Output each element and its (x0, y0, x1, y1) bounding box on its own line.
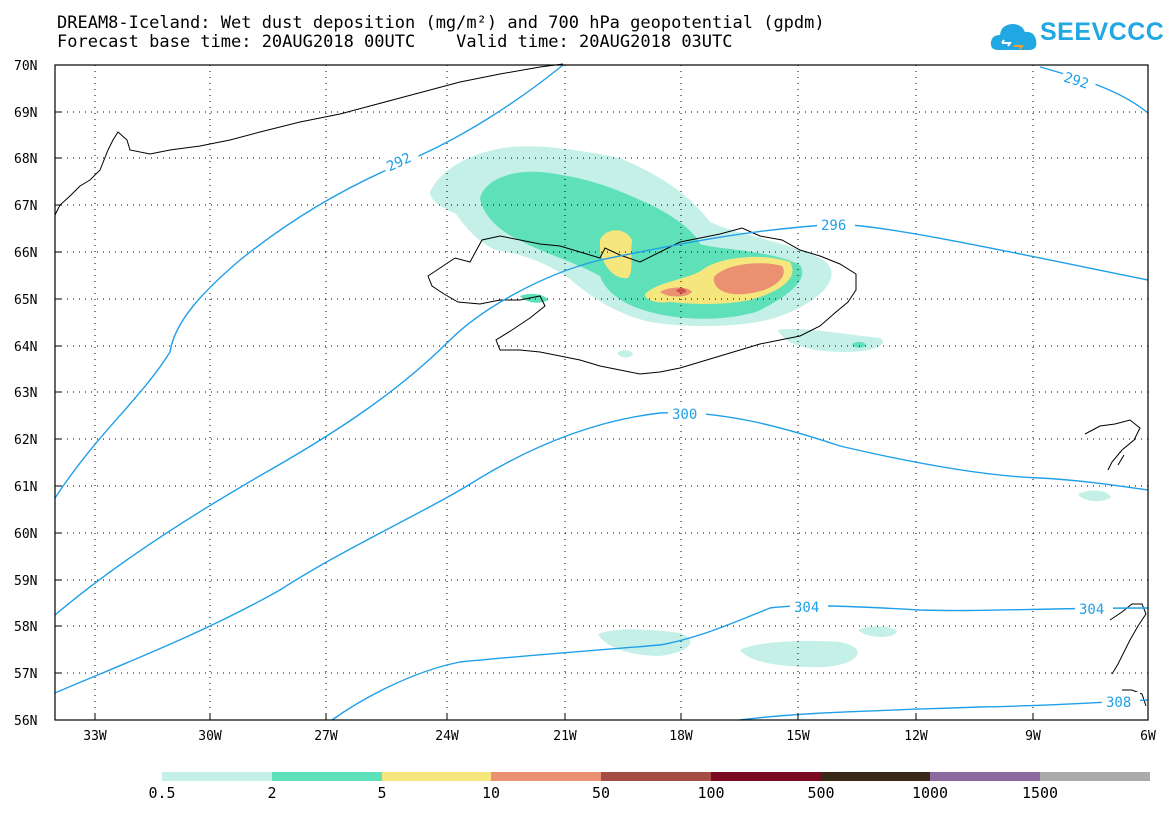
colorbar-label: 100 (697, 784, 725, 802)
lat-label: 67N (14, 199, 37, 214)
chart-title-line2: Forecast base time: 20AUG2018 00UTC Vali… (57, 32, 733, 52)
contour-292-east (1039, 66, 1149, 114)
lat-label: 66N (14, 246, 37, 261)
lat-lon-gridlines (55, 65, 1148, 720)
contour-label: 304 (794, 600, 819, 616)
lon-label: 24W (435, 729, 459, 744)
lon-label: 33W (83, 729, 107, 744)
lon-label: 30W (198, 729, 222, 744)
colorbar-segment (601, 772, 711, 781)
lat-label: 65N (14, 293, 37, 308)
lat-label: 59N (14, 574, 37, 589)
lat-label: 64N (14, 340, 37, 355)
coastline-scotland (1109, 603, 1147, 707)
coastline-iceland (427, 227, 857, 375)
dust-area-low-4 (740, 640, 858, 668)
lat-label: 68N (14, 152, 37, 167)
lon-label: 15W (786, 729, 810, 744)
dust-area-low-3 (598, 629, 691, 656)
lon-label: 12W (904, 729, 928, 744)
dust-area-mid-3 (852, 341, 866, 348)
lat-label: 58N (14, 620, 37, 635)
lat-label: 57N (14, 667, 37, 682)
latitude-labels: 70N 69N 68N 67N 66N 65N 64N 63N 62N 61N … (14, 59, 37, 729)
lat-label: 60N (14, 527, 37, 542)
colorbar-segment (162, 772, 272, 781)
dust-area-low-6 (1078, 490, 1111, 502)
lat-label: 63N (14, 386, 37, 401)
colorbar-segment (381, 772, 492, 781)
colorbar-segment (271, 772, 382, 781)
contour-label: 300 (672, 407, 697, 423)
dust-area-low-2 (778, 328, 884, 352)
lat-label: 69N (14, 106, 37, 121)
coastline-faroe (1084, 419, 1141, 471)
dust-area-yellow (600, 230, 632, 279)
colorbar-label: 5 (377, 784, 387, 802)
contour-label: 292 (1062, 70, 1091, 93)
colorbar-label: 50 (591, 784, 611, 802)
lat-label: 70N (14, 59, 37, 74)
contour-296 (54, 223, 1149, 616)
cloud-logo-icon (990, 24, 1037, 50)
contour-308 (739, 699, 1149, 721)
lat-label: 62N (14, 433, 37, 448)
contour-label: 308 (1106, 695, 1131, 711)
lat-label: 56N (14, 714, 37, 729)
contour-292-west (54, 64, 564, 499)
dust-area-low-7 (617, 350, 633, 358)
colorbar-label: 1000 (911, 784, 949, 802)
lon-label: 21W (553, 729, 577, 744)
longitude-labels: 33W 30W 27W 24W 21W 18W 15W 12W 9W 6W (83, 729, 1156, 744)
dust-area-orange (713, 263, 784, 295)
lat-label: 61N (14, 480, 37, 495)
axis-ticks (55, 111, 1034, 720)
logo-text: SEEVCCC (1040, 18, 1165, 46)
contour-label: 304 (1079, 602, 1104, 618)
colorbar-label: 500 (807, 784, 835, 802)
contour-300 (54, 411, 1149, 694)
dust-area-mid-2 (520, 293, 548, 303)
colorbar-segment (710, 772, 821, 781)
coastline-greenland (54, 63, 564, 216)
colorbar (162, 772, 1151, 781)
colorbar-segment (930, 772, 1041, 781)
colorbar-segment (1040, 772, 1151, 781)
colorbar-label: 2 (267, 784, 277, 802)
contour-304 (331, 605, 1149, 721)
contour-label: 296 (821, 218, 846, 234)
colorbar-label: 1500 (1021, 784, 1059, 802)
geopotential-contours (54, 64, 1149, 721)
dust-deposition-shading (430, 146, 1111, 668)
colorbar-label: 0.5 (148, 784, 176, 802)
colorbar-segment (820, 772, 931, 781)
lon-label: 27W (314, 729, 338, 744)
dust-area-low-5 (858, 626, 897, 637)
dust-area-red (676, 288, 686, 294)
chart-title-line1: DREAM8-Iceland: Wet dust deposition (mg/… (57, 13, 825, 33)
colorbar-segment (491, 772, 602, 781)
contour-labels: 292 292 296 300 304 304 308 (379, 66, 1140, 711)
colorbar-label: 10 (481, 784, 501, 802)
lon-label: 9W (1025, 729, 1041, 744)
lon-label: 18W (669, 729, 693, 744)
lon-label: 6W (1140, 729, 1156, 744)
